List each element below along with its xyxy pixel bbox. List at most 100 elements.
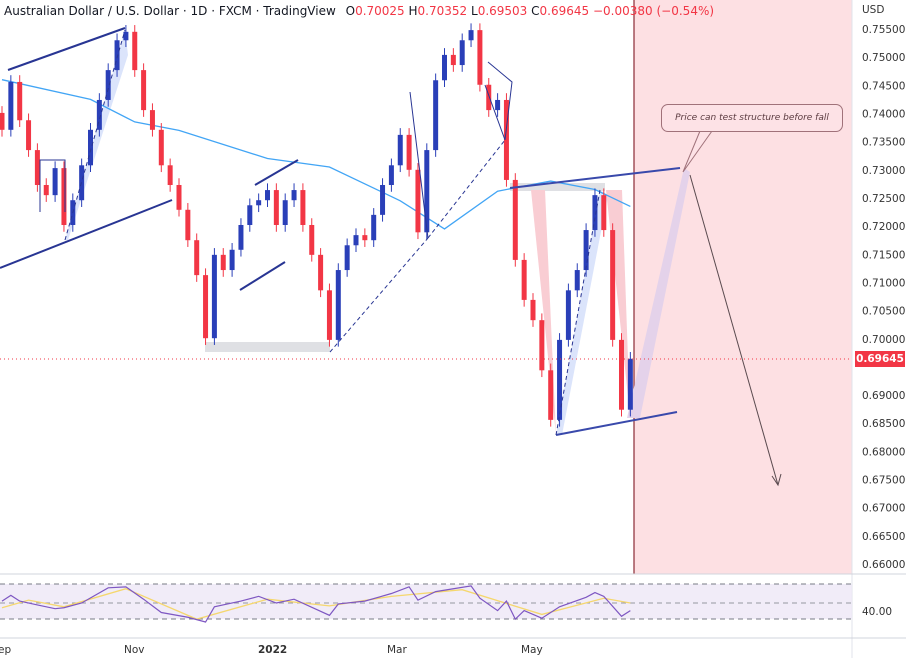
- channel-line-upper[interactable]: [7, 27, 126, 71]
- candle: [610, 223, 616, 347]
- triangle-lower-line[interactable]: [555, 411, 678, 436]
- price-tick: 0.74500: [862, 80, 905, 92]
- candle: [149, 103, 155, 137]
- close-label: C: [531, 4, 540, 18]
- candle: [88, 123, 93, 173]
- candle: [96, 93, 102, 137]
- channel-small-upper[interactable]: [254, 159, 299, 186]
- price-tick: 0.74000: [862, 108, 905, 120]
- candle-body: [565, 290, 571, 340]
- candle-body: [619, 339, 624, 410]
- candle-body: [459, 40, 465, 66]
- price-tick: 0.73500: [862, 137, 905, 149]
- candle-body: [220, 254, 226, 271]
- candle: [0, 106, 5, 137]
- symbol-legend: Australian Dollar / U.S. Dollar · 1D · F…: [4, 4, 714, 18]
- swing-line-1[interactable]: [409, 91, 429, 239]
- candle-body: [495, 99, 501, 111]
- candle: [194, 233, 200, 282]
- candle-body: [17, 81, 23, 121]
- candle-body: [105, 70, 111, 100]
- resistance-zone: [510, 183, 605, 191]
- dashed-trend-1[interactable]: [64, 29, 126, 241]
- price-tick: 0.72500: [862, 193, 905, 205]
- swing-line-2[interactable]: [484, 61, 513, 141]
- candle: [557, 333, 563, 427]
- candle: [468, 23, 474, 48]
- symbol-title[interactable]: Australian Dollar / U.S. Dollar · 1D · F…: [4, 4, 336, 18]
- candle: [203, 268, 209, 345]
- candle: [105, 63, 111, 107]
- open-value: 0.70025: [355, 4, 405, 18]
- candle-body: [114, 40, 120, 71]
- ohlc-values: O0.70025 H0.70352 L0.69503 C0.69645 −0.0…: [346, 4, 714, 18]
- candle: [344, 238, 350, 277]
- candle: [291, 183, 297, 207]
- candle-body: [34, 150, 40, 186]
- candle: [300, 183, 306, 232]
- projection-arrow[interactable]: [689, 174, 779, 486]
- price-tick: 0.68500: [862, 418, 905, 430]
- candle-body: [548, 370, 554, 420]
- candle: [565, 283, 571, 347]
- candle: [459, 33, 465, 72]
- price-tick: 0.71000: [862, 277, 905, 289]
- candle: [406, 128, 412, 177]
- candle: [433, 73, 439, 157]
- candle-body: [61, 168, 67, 225]
- candle-body: [380, 185, 386, 215]
- candle-body: [539, 320, 545, 371]
- candle-body: [335, 270, 341, 340]
- candle-body: [503, 99, 509, 180]
- candle: [353, 228, 359, 253]
- candle-body: [583, 230, 589, 271]
- drawings-back: [65, 30, 690, 435]
- candle: [220, 248, 226, 277]
- candle: [211, 248, 217, 345]
- candle: [318, 248, 324, 298]
- dashed-trend-3[interactable]: [427, 139, 506, 239]
- last-price-tag: 0.69645: [855, 351, 905, 367]
- price-tick: 0.69000: [862, 390, 905, 402]
- candle: [43, 178, 49, 202]
- candle: [176, 178, 182, 217]
- candle-body: [371, 214, 377, 241]
- candle-body: [486, 84, 492, 111]
- candle-body: [530, 299, 536, 321]
- annotation-callout[interactable]: Price can test structure before fall: [661, 104, 843, 132]
- candle-body: [203, 275, 209, 339]
- candle-body: [96, 99, 102, 130]
- candle: [530, 293, 536, 327]
- callout-pointer: [682, 130, 713, 173]
- low-value: 0.69503: [477, 4, 528, 18]
- price-tick: 0.68000: [862, 446, 905, 458]
- candle-body: [601, 195, 607, 231]
- candle: [8, 75, 14, 137]
- candle-body: [185, 209, 191, 241]
- candle-body: [353, 235, 359, 246]
- candle: [450, 48, 456, 72]
- triangle-upper-line[interactable]: [509, 167, 681, 189]
- channel-small-lower[interactable]: [239, 261, 286, 291]
- flag-shape[interactable]: [39, 159, 66, 212]
- channel-line-lower[interactable]: [0, 199, 173, 269]
- candle-body: [158, 129, 164, 166]
- candle-body: [282, 200, 288, 225]
- price-tick: 0.66500: [862, 531, 905, 543]
- price-tick: 0.75500: [862, 24, 905, 36]
- candle-body: [211, 254, 217, 339]
- candle-body: [229, 249, 235, 271]
- candle: [247, 198, 253, 232]
- rsi-band: [0, 584, 852, 619]
- candle: [309, 218, 315, 262]
- close-value: 0.69645: [539, 4, 590, 18]
- drop-fill-2: [606, 190, 630, 415]
- candle: [486, 77, 492, 117]
- price-tick: 0.71500: [862, 249, 905, 261]
- bearish-zone: [634, 0, 852, 574]
- candle-body: [176, 185, 182, 210]
- high-label: H: [408, 4, 418, 18]
- high-value: 0.70352: [417, 4, 468, 18]
- price-tick: 0.72000: [862, 221, 905, 233]
